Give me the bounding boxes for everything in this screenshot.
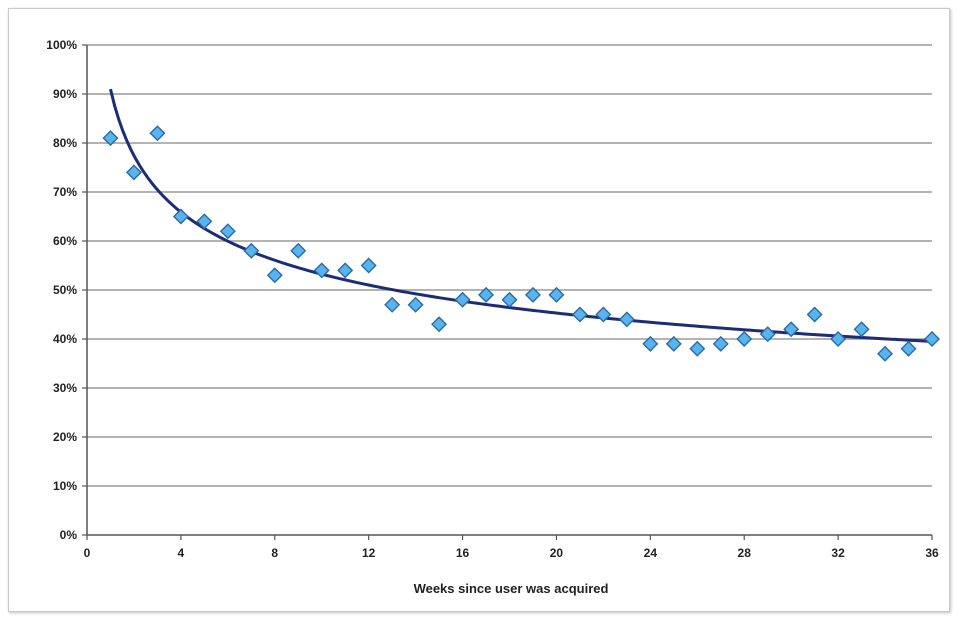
- y-tick-label: 90%: [53, 87, 77, 101]
- data-point-marker: [431, 316, 448, 333]
- data-point-marker: [290, 242, 307, 259]
- data-points: [102, 125, 940, 362]
- data-point-marker: [830, 331, 847, 347]
- y-tick-label: 60%: [53, 234, 77, 248]
- data-point-marker: [313, 262, 330, 279]
- x-tick-label: 16: [456, 546, 470, 560]
- x-tick-labels: 0 4 8 12 16 20 24 28 32 36: [84, 546, 939, 560]
- data-point-marker: [783, 321, 800, 338]
- data-point-marker: [102, 130, 119, 147]
- data-point-marker: [806, 306, 823, 323]
- data-point-marker: [478, 286, 495, 303]
- y-tick-labels: 0% 10% 20% 30% 40% 50% 60% 70% 80% 90% 100%: [46, 38, 77, 542]
- data-point-marker: [595, 306, 612, 323]
- data-point-marker: [689, 340, 706, 357]
- data-point-marker: [524, 286, 541, 303]
- y-tick-label: 80%: [53, 136, 77, 150]
- data-point-marker: [125, 164, 142, 181]
- data-point-marker: [454, 291, 471, 308]
- x-tick-label: 28: [738, 546, 752, 560]
- chart-frame: 0% 10% 20% 30% 40% 50% 60% 70% 80% 90% 100% 0 4 8 12 1…: [8, 8, 950, 612]
- x-tick-label: 24: [644, 546, 658, 560]
- y-tick-label: 0%: [60, 528, 78, 542]
- x-tick-label: 8: [271, 546, 278, 560]
- retention-scatter-chart: 0% 10% 20% 30% 40% 50% 60% 70% 80% 90% 100% 0 4 8 12 1…: [46, 38, 940, 596]
- data-point-marker: [360, 257, 377, 274]
- x-tick-label: 4: [178, 546, 185, 560]
- trendline: [109, 88, 933, 343]
- data-point-marker: [172, 208, 189, 225]
- data-point-marker: [196, 213, 213, 230]
- data-point-marker: [712, 335, 729, 352]
- x-tick-label: 0: [84, 546, 91, 560]
- x-tick-label: 32: [831, 546, 845, 560]
- x-tick-label: 36: [925, 546, 939, 560]
- y-tick-label: 100%: [46, 38, 77, 52]
- data-point-marker: [642, 335, 659, 352]
- trendline-group: [109, 88, 933, 343]
- data-point-marker: [407, 296, 424, 313]
- data-point-marker: [900, 340, 917, 357]
- data-point-marker: [266, 267, 283, 284]
- x-tick-label: 20: [550, 546, 564, 560]
- data-point-marker: [665, 335, 682, 352]
- data-point-marker: [877, 345, 894, 362]
- data-point-marker: [571, 306, 588, 323]
- data-point-marker: [618, 311, 635, 328]
- data-point-marker: [501, 291, 518, 308]
- y-tick-label: 30%: [53, 381, 77, 395]
- y-tick-label: 40%: [53, 332, 77, 346]
- data-point-marker: [924, 331, 940, 347]
- data-point-marker: [384, 296, 401, 313]
- gridlines: [87, 44, 932, 487]
- y-tick-label: 10%: [53, 479, 77, 493]
- data-point-marker: [853, 321, 870, 338]
- data-point-marker: [149, 125, 166, 142]
- data-point-marker: [337, 262, 354, 279]
- x-axis-label: Weeks since user was acquired: [414, 581, 609, 596]
- data-point-marker: [219, 223, 236, 240]
- y-tick-label: 50%: [53, 283, 77, 297]
- x-tick-label: 12: [362, 546, 376, 560]
- y-tick-label: 20%: [53, 430, 77, 444]
- data-point-marker: [736, 331, 753, 347]
- data-point-marker: [548, 286, 565, 303]
- data-point-marker: [243, 242, 260, 259]
- y-tick-label: 70%: [53, 185, 77, 199]
- data-point-marker: [759, 326, 776, 343]
- axes: [82, 44, 933, 540]
